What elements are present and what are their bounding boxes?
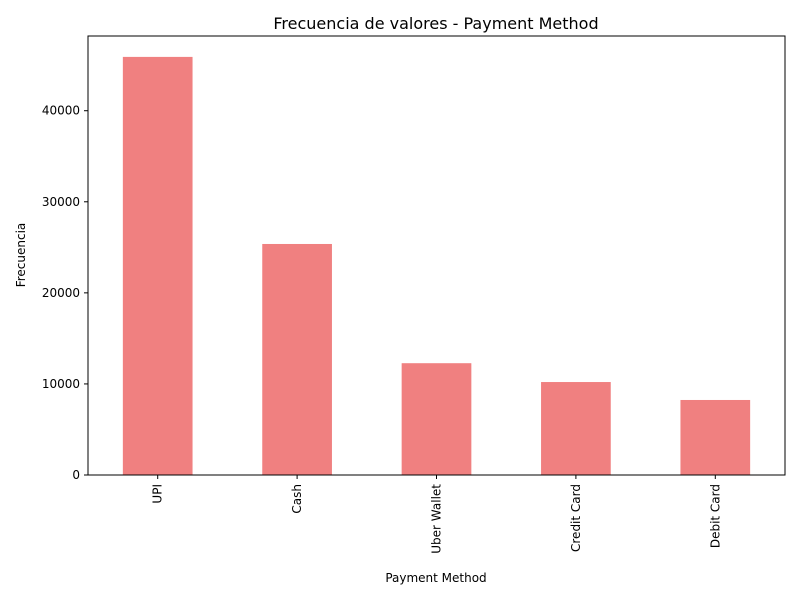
x-tick-label: Cash — [290, 484, 304, 514]
x-axis-ticks: UPI Cash Uber Wallet Credit Card Debit Card — [151, 475, 722, 554]
y-tick-label: 20000 — [42, 286, 80, 300]
y-axis-label: Frecuencia — [14, 223, 28, 288]
x-tick-label: Uber Wallet — [430, 484, 444, 554]
bar-uber-wallet — [401, 363, 472, 475]
y-tick-label: 40000 — [42, 104, 80, 118]
chart-title: Frecuencia de valores - Payment Method — [273, 14, 598, 33]
bar-credit-card — [541, 382, 611, 475]
bars-layer — [122, 56, 751, 476]
x-tick-label: Debit Card — [708, 484, 722, 548]
x-tick-label: UPI — [151, 484, 165, 504]
y-axis-ticks: 0 10000 20000 30000 40000 — [42, 104, 88, 482]
bar-upi — [122, 56, 193, 476]
y-tick-label: 30000 — [42, 195, 80, 209]
bar-debit-card — [680, 399, 751, 475]
plot-area-frame — [87, 35, 786, 476]
x-axis-label: Payment Method — [385, 571, 486, 585]
bar-cash — [262, 243, 332, 475]
x-tick-label: Credit Card — [569, 484, 583, 552]
y-tick-label: 0 — [72, 468, 80, 482]
y-tick-label: 10000 — [42, 377, 80, 391]
